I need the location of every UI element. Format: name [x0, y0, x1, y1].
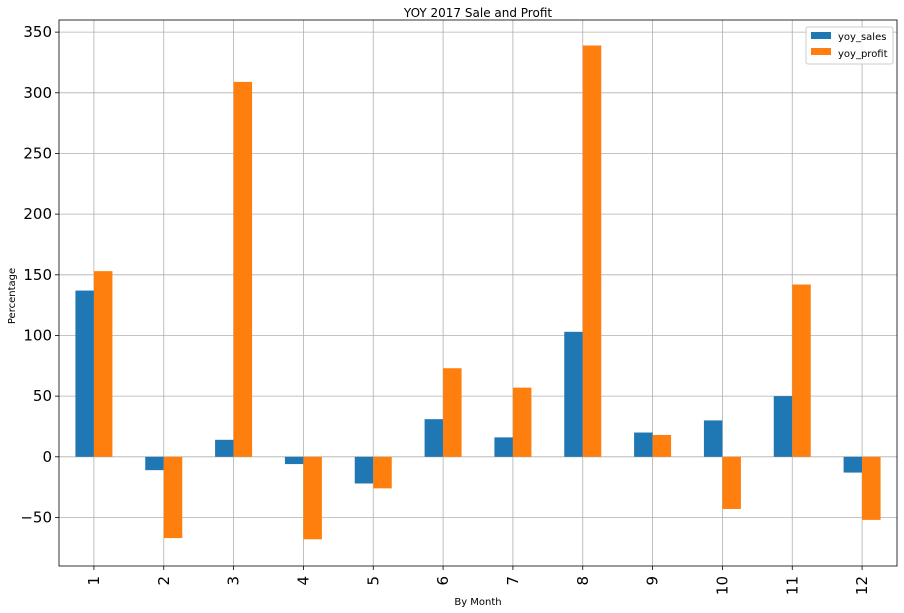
bars-layer [75, 45, 881, 540]
legend-label-yoy-profit: yoy_profit [838, 49, 888, 60]
x-tick-label: 11 [783, 576, 801, 595]
y-axis-label: Percentage [7, 268, 18, 324]
legend-label-yoy-sales: yoy_sales [838, 32, 886, 43]
bar-yoy-sales-6 [424, 419, 444, 457]
y-tick-label: 350 [23, 23, 52, 41]
y-tick-label: 200 [23, 205, 52, 223]
y-tick-label: −50 [20, 508, 52, 526]
bar-yoy-profit-7 [512, 387, 532, 457]
bar-yoy-sales-12 [843, 456, 863, 473]
bar-yoy-profit-8 [582, 45, 602, 457]
bar-yoy-sales-10 [703, 420, 723, 457]
bar-yoy-profit-6 [443, 368, 462, 457]
x-tick-label: 12 [853, 576, 871, 595]
x-tick-label: 8 [574, 576, 592, 586]
y-tick-label: 100 [23, 326, 52, 344]
bar-yoy-sales-8 [564, 331, 583, 457]
y-axis: −50 0 50 100 150 200 250 300 350 [20, 23, 59, 526]
bar-yoy-profit-10 [722, 456, 741, 509]
x-tick-label: 9 [644, 576, 662, 586]
bar-yoy-sales-5 [354, 456, 374, 484]
bar-yoy-sales-1 [75, 290, 94, 457]
y-tick-label: 150 [23, 266, 52, 284]
plot-frame [58, 19, 898, 567]
y-tick-label: 300 [23, 84, 52, 102]
bar-yoy-profit-9 [652, 434, 672, 457]
legend-swatch-yoy-profit [811, 48, 831, 55]
bar-yoy-sales-2 [145, 456, 164, 471]
bar-yoy-profit-3 [233, 81, 253, 457]
x-axis: 1 2 3 4 5 6 7 8 9 10 11 12 [85, 566, 871, 595]
y-tick-label: 250 [23, 144, 52, 162]
x-tick-label: 6 [434, 576, 452, 586]
x-tick-label: 3 [225, 576, 243, 586]
x-tick-label: 2 [155, 576, 173, 586]
x-tick-label: 1 [85, 576, 103, 586]
x-tick-label: 10 [713, 576, 731, 595]
legend-swatch-yoy-sales [811, 32, 831, 39]
legend: yoy_sales yoy_profit [805, 26, 894, 65]
bar-yoy-profit-2 [163, 456, 183, 539]
bar-yoy-profit-4 [303, 456, 322, 540]
chart-title: YOY 2017 Sale and Profit [403, 6, 552, 20]
bar-yoy-profit-12 [862, 456, 881, 520]
y-tick-label: 0 [42, 448, 52, 466]
grid-layer [59, 20, 897, 566]
y-tick-label: 50 [33, 387, 52, 405]
x-axis-label: By Month [454, 597, 501, 608]
bar-yoy-sales-4 [284, 456, 304, 465]
x-tick-label: 7 [504, 576, 522, 586]
bar-yoy-profit-1 [93, 271, 113, 457]
bar-yoy-profit-5 [373, 456, 392, 489]
bar-yoy-profit-11 [792, 284, 811, 457]
bar-yoy-sales-9 [634, 432, 653, 457]
x-tick-label: 5 [364, 576, 382, 586]
x-tick-label: 4 [294, 576, 312, 586]
bar-yoy-sales-7 [494, 437, 513, 457]
bar-yoy-sales-11 [773, 396, 793, 457]
bar-yoy-sales-3 [215, 439, 234, 457]
